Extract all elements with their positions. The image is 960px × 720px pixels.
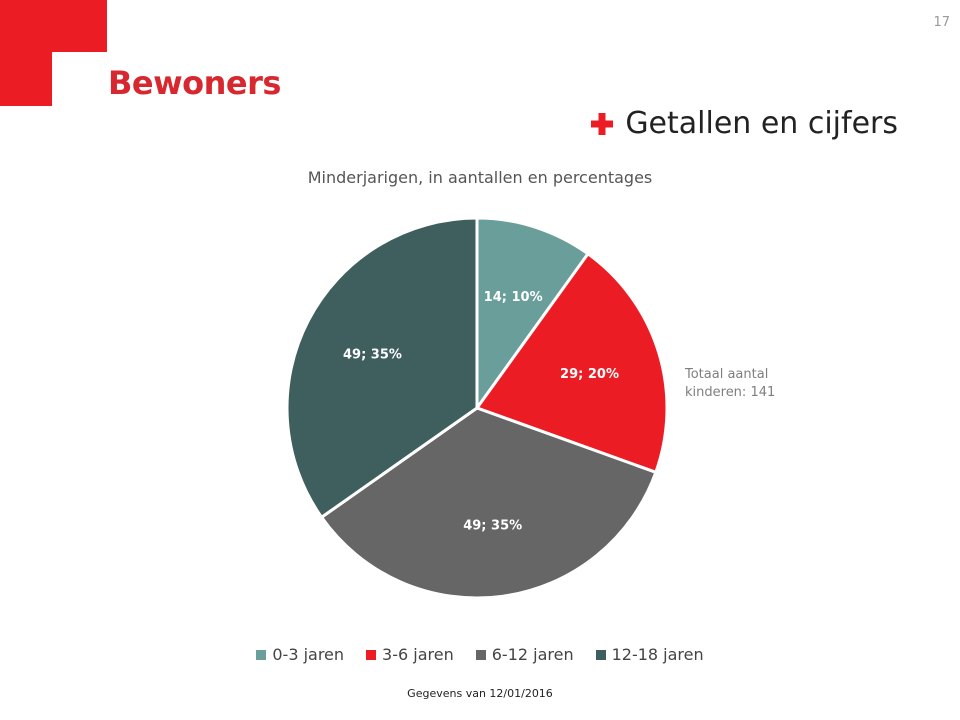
legend-label: 0-3 jaren — [272, 645, 345, 664]
total-note: Totaal aantal kinderen: 141 — [685, 366, 795, 402]
data-label-0-3-jaren: 14; 10% — [484, 290, 543, 305]
legend-item-12-18-jaren: 12-18 jaren — [595, 645, 704, 664]
legend-swatch — [595, 649, 606, 660]
chart-title: Minderjarigen, in aantallen en percentag… — [307, 168, 653, 187]
legend-swatch — [366, 649, 377, 660]
page-number: 17 — [933, 15, 950, 30]
page-title: Bewoners — [108, 64, 281, 102]
data-label-3-6-jaren: 29; 20% — [560, 367, 619, 382]
legend-label: 12-18 jaren — [611, 645, 704, 664]
legend-label: 6-12 jaren — [491, 645, 574, 664]
section-heading: Getallen en cijfers — [591, 106, 898, 141]
section-heading-text: Getallen en cijfers — [625, 106, 898, 141]
data-label-12-18-jaren: 49; 35% — [343, 348, 402, 363]
pie-slice-6-12-jaren — [320, 406, 658, 600]
chart-legend: 0-3 jaren 3-6 jaren 6-12 jaren 12-18 jaren — [0, 645, 960, 664]
legend-swatch — [475, 649, 486, 660]
legend-item-6-12-jaren: 6-12 jaren — [475, 645, 574, 664]
corner-decoration-vertical — [0, 0, 52, 106]
plus-icon — [591, 112, 614, 135]
legend-swatch — [256, 649, 267, 660]
pie-slice-3-6-jaren — [475, 252, 669, 474]
legend-item-0-3-jaren: 0-3 jaren — [256, 645, 344, 664]
data-label-6-12-jaren: 49; 35% — [463, 519, 522, 534]
total-note-line1: Totaal aantal — [685, 367, 769, 382]
total-note-line2: kinderen: 141 — [685, 385, 776, 400]
pie-slice-0-3-jaren — [475, 216, 590, 410]
footer-date-note: Gegevens van 12/01/2016 — [407, 687, 553, 700]
pie-slice-12-18-jaren — [285, 216, 479, 519]
legend-item-3-6-jaren: 3-6 jaren — [366, 645, 454, 664]
legend-label: 3-6 jaren — [382, 645, 454, 664]
